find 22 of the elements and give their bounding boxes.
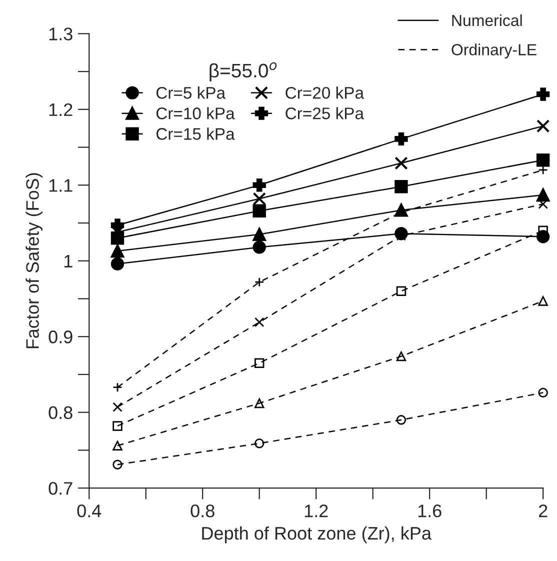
- text: Numerical: [452, 14, 522, 26]
- y-tick-label: 1: [64, 254, 72, 268]
- y-tick-label: 0.7: [48, 482, 72, 495]
- x-tick-label: 1.2: [304, 504, 328, 518]
- y-tick-label: 0.9: [48, 330, 72, 344]
- x-tick-label: 2: [538, 504, 548, 518]
- legend-label: Cr=5 kPa: [156, 86, 226, 99]
- y-axis-title: Factor of Safety (FoS): [26, 173, 42, 348]
- x-tick-label: 1.6: [418, 504, 442, 518]
- y-tick-label: 1.3: [49, 28, 72, 40]
- legend-label: Cr=15 kPa: [156, 128, 235, 140]
- y-tick-label: 1.1: [49, 179, 72, 192]
- y-tick-label: 0.8: [48, 406, 72, 420]
- y-tick-label: 1.2: [49, 103, 72, 116]
- x-tick-label: 0.4: [77, 504, 102, 518]
- legend-label: Cr=20 kPa: [286, 86, 364, 99]
- x-tick-label: 0.8: [190, 504, 214, 518]
- x-axis-title: Depth of Root zone (Zr), kPa: [202, 526, 432, 544]
- legend-label: Cr=25 kPa: [286, 107, 364, 120]
- annotation: Ordinary-LE: [452, 44, 536, 59]
- legend-title: β=55.0$^{o}$: [210, 62, 277, 82]
- legend-label: Cr=10 kPa: [156, 107, 235, 120]
